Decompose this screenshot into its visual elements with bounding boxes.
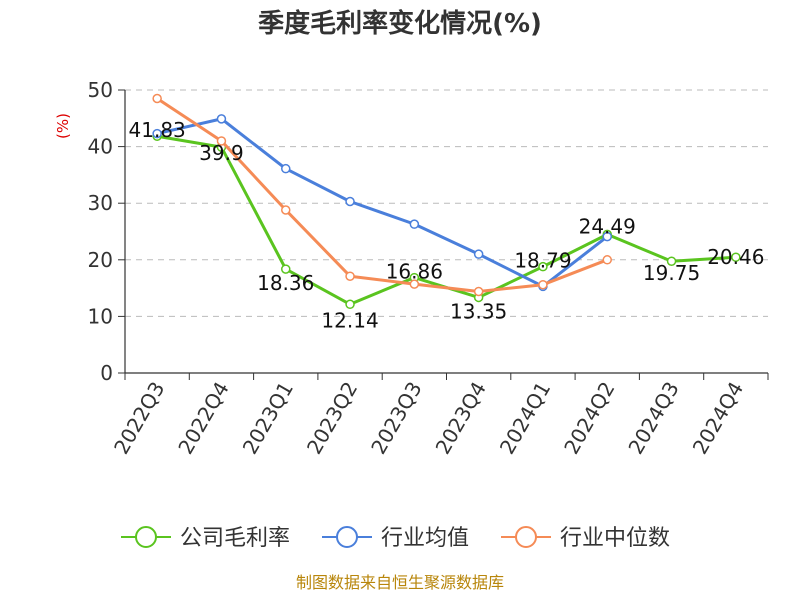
data-point-company-margin — [281, 264, 291, 274]
data-point-industry-median — [216, 136, 227, 146]
data-point-industry-mean — [152, 128, 162, 139]
legend-marker-company-margin — [135, 526, 157, 548]
data-label: 13.35 — [450, 299, 507, 323]
legend: 公司毛利率 行业均值 行业中位数 — [121, 526, 670, 551]
data-point-industry-median — [281, 205, 291, 215]
data-point-industry-median — [602, 255, 612, 265]
data-label: 16.86 — [386, 260, 443, 284]
x-tick-label: 2023Q2 — [302, 378, 362, 459]
grid — [125, 89, 768, 317]
data-label: 18.36 — [257, 271, 314, 295]
y-tick-label: 20 — [88, 248, 113, 272]
data-label: 41.83 — [129, 118, 186, 142]
data-point-industry-mean — [409, 219, 420, 229]
y-axis-label: (%) — [54, 113, 72, 139]
data-label: 12.14 — [321, 308, 378, 332]
data-point-industry-median — [345, 271, 355, 281]
series-line-industry-mean — [156, 117, 609, 288]
legend-label-industry-mean: 行业均值 — [381, 526, 469, 551]
data-point-industry-median — [409, 279, 420, 289]
legend-marker-industry-median — [515, 526, 537, 548]
data-point-company-margin — [666, 256, 677, 266]
x-tick-label: 2022Q3 — [109, 378, 169, 459]
data-point-company-margin — [345, 299, 355, 310]
x-tick-label: 2023Q4 — [431, 378, 491, 459]
data-point-company-margin — [538, 261, 548, 272]
data-label: 39.9 — [199, 141, 244, 165]
x-tick-label: 2023Q1 — [238, 378, 298, 459]
y-tick-label: 30 — [88, 191, 113, 215]
x-tick-label: 2022Q4 — [173, 378, 233, 459]
legend-label-company-margin: 公司毛利率 — [180, 526, 290, 551]
x-tick-label: 2024Q2 — [559, 378, 619, 459]
data-label: 24.49 — [579, 214, 636, 238]
data-point-industry-mean — [473, 249, 484, 259]
x-tick-label: 2024Q1 — [495, 378, 555, 459]
data-labels: 41.83 39.9 18.36 12.14 16.86 13.35 18.79 24.49 1… — [129, 118, 765, 332]
y-tick-label: 0 — [100, 361, 113, 385]
data-label: 19.75 — [643, 261, 700, 285]
data-point-industry-mean — [602, 231, 612, 242]
series-line-industry-median — [156, 97, 608, 293]
chart-title: 季度毛利率变化情况(%) — [258, 8, 542, 39]
x-tick-label: 2024Q4 — [688, 378, 748, 459]
data-point-company-margin — [731, 252, 741, 262]
y-tick-label: 40 — [88, 135, 113, 159]
source-note: 制图数据来自恒生聚源数据库 — [296, 573, 504, 592]
x-tick-label: 2024Q3 — [623, 378, 683, 459]
data-label: 20.46 — [707, 245, 764, 269]
data-label: 18.79 — [514, 249, 571, 273]
data-point-industry-median — [152, 93, 162, 104]
x-tick-label: 2023Q3 — [366, 378, 426, 459]
y-tick-label: 10 — [88, 304, 113, 328]
y-tick-label: 50 — [88, 78, 113, 102]
data-point-industry-mean — [216, 114, 227, 124]
legend-marker-industry-mean — [336, 526, 358, 548]
data-point-industry-mean — [345, 196, 355, 207]
legend-label-industry-median: 行业中位数 — [560, 526, 670, 551]
data-point-industry-median — [538, 279, 548, 290]
series — [152, 93, 741, 310]
data-point-industry-mean — [281, 163, 291, 174]
data-point-industry-median — [473, 286, 484, 297]
